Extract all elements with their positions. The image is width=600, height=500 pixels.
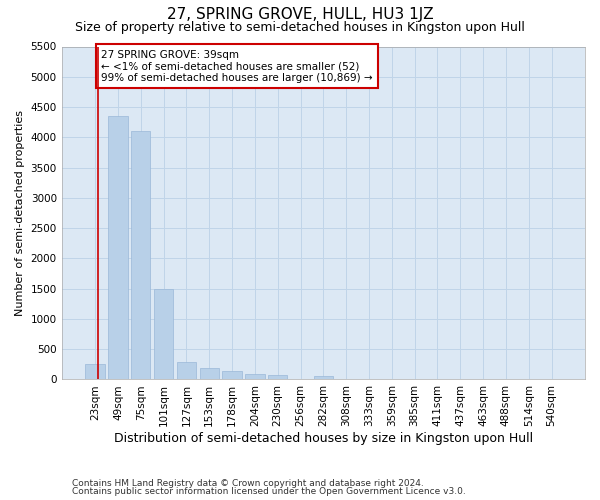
Bar [108, 116, 128, 380]
Bar [223, 370, 242, 380]
Bar [200, 368, 219, 380]
Bar [85, 364, 105, 380]
Bar [268, 375, 287, 380]
Bar [131, 132, 151, 380]
Bar [154, 288, 173, 380]
Y-axis label: Number of semi-detached properties: Number of semi-detached properties [15, 110, 25, 316]
Bar [314, 376, 333, 380]
Text: 27, SPRING GROVE, HULL, HU3 1JZ: 27, SPRING GROVE, HULL, HU3 1JZ [167, 8, 433, 22]
Bar [245, 374, 265, 380]
Text: Size of property relative to semi-detached houses in Kingston upon Hull: Size of property relative to semi-detach… [75, 21, 525, 34]
Bar [177, 362, 196, 380]
Text: Contains HM Land Registry data © Crown copyright and database right 2024.: Contains HM Land Registry data © Crown c… [72, 478, 424, 488]
Text: 27 SPRING GROVE: 39sqm
← <1% of semi-detached houses are smaller (52)
99% of sem: 27 SPRING GROVE: 39sqm ← <1% of semi-det… [101, 50, 373, 82]
X-axis label: Distribution of semi-detached houses by size in Kingston upon Hull: Distribution of semi-detached houses by … [114, 432, 533, 445]
Text: Contains public sector information licensed under the Open Government Licence v3: Contains public sector information licen… [72, 487, 466, 496]
